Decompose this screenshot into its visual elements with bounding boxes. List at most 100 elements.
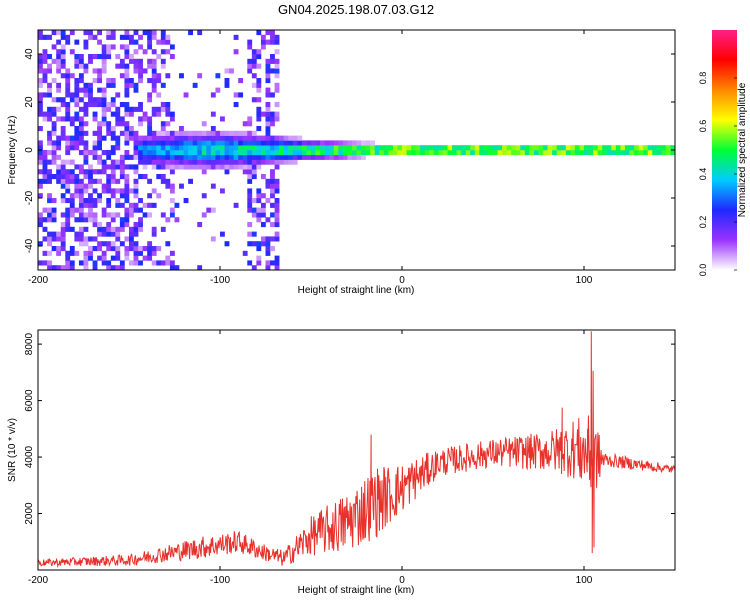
heatmap-cell	[42, 174, 48, 180]
heatmap-cell	[78, 121, 84, 127]
heatmap-cell	[60, 130, 66, 136]
heatmap-cell	[56, 169, 62, 175]
heatmap-cell	[88, 246, 93, 252]
heatmap-cell	[611, 150, 617, 156]
heatmap-cell	[265, 126, 271, 132]
heatmap-cell	[283, 150, 289, 156]
heatmap-cell	[42, 111, 48, 117]
heatmap-cell	[151, 30, 157, 36]
heatmap-cell	[593, 150, 598, 156]
heatmap-cell	[233, 135, 239, 141]
heatmap-cell	[247, 222, 253, 228]
heatmap-cell	[42, 150, 48, 156]
heatmap-cell	[78, 164, 84, 170]
heatmap-cell	[110, 135, 116, 141]
heatmap-cell	[65, 116, 71, 122]
heatmap-cell	[229, 145, 234, 151]
heatmap-cell	[74, 82, 80, 88]
heatmap-cell	[124, 68, 130, 74]
heatmap-cell	[101, 54, 107, 60]
heatmap-cell	[183, 150, 189, 156]
heatmap-cell	[210, 111, 216, 117]
heatmap-cell	[47, 236, 52, 242]
heatmap-cell	[65, 226, 71, 232]
heatmap-cell	[92, 178, 98, 184]
heatmap-cell	[447, 145, 453, 151]
heatmap-cell	[83, 44, 89, 50]
heatmap-cell	[270, 34, 275, 40]
heatmap-cell	[97, 135, 102, 141]
heatmap-cell	[474, 150, 480, 156]
x-tick-label: -200	[28, 575, 48, 586]
heatmap-cell	[388, 150, 394, 156]
heatmap-cell	[224, 145, 230, 151]
heatmap-cell	[265, 87, 271, 93]
heatmap-cell	[56, 49, 62, 55]
heatmap-cell	[270, 202, 275, 208]
heatmap-cell	[556, 145, 562, 151]
heatmap-cell	[47, 178, 52, 184]
heatmap-cell	[270, 121, 275, 127]
heatmap-cell	[124, 126, 130, 132]
heatmap-cell	[188, 164, 193, 170]
heatmap-cell	[220, 150, 225, 156]
heatmap-cell	[515, 150, 521, 156]
heatmap-cell	[169, 183, 175, 189]
heatmap-cell	[56, 82, 62, 88]
heatmap-cell	[88, 207, 93, 213]
heatmap-cell	[265, 183, 271, 189]
heatmap-cell	[60, 222, 66, 228]
heatmap-cell	[283, 159, 289, 165]
heatmap-cell	[647, 145, 653, 151]
heatmap-cell	[306, 145, 312, 151]
heatmap-cell	[274, 222, 280, 228]
colorbar-tick: 0.6	[698, 120, 737, 132]
heatmap-cell	[65, 78, 71, 84]
snr-x-axis-label: Height of straight line (km)	[298, 585, 415, 596]
heatmap-cell	[429, 145, 435, 151]
heatmap-cell	[242, 135, 248, 141]
heatmap-cell	[47, 250, 52, 256]
heatmap-cell	[115, 54, 121, 60]
heatmap-cell	[210, 183, 216, 189]
heatmap-cell	[110, 265, 116, 271]
heatmap-cell	[638, 145, 644, 151]
heatmap-cell	[65, 106, 71, 112]
heatmap-cell	[242, 150, 248, 156]
heatmap-cell	[169, 188, 175, 194]
snr-frame	[37, 329, 676, 571]
heatmap-cell	[279, 150, 284, 156]
heatmap-cell	[506, 145, 512, 151]
heatmap-cell	[270, 135, 275, 141]
spectrogram-x-axis-label: Height of straight line (km)	[298, 285, 415, 296]
heatmap-cell	[188, 178, 193, 184]
heatmap-cell	[119, 193, 125, 199]
heatmap-cell	[169, 169, 175, 175]
heatmap-cell	[224, 130, 230, 136]
heatmap-cell	[51, 126, 57, 132]
heatmap-cell	[138, 73, 143, 79]
heatmap-cell	[251, 159, 257, 165]
heatmap-cell	[156, 193, 162, 199]
heatmap-cell	[97, 73, 102, 79]
heatmap-cell	[97, 126, 102, 132]
heatmap-cell	[256, 63, 262, 69]
colorbar-tick: 0.2	[698, 216, 737, 228]
heatmap-cell	[97, 222, 102, 228]
heatmap-cell	[138, 78, 143, 84]
heatmap-cell	[265, 92, 271, 98]
heatmap-cell	[110, 130, 116, 136]
heatmap-cell	[415, 145, 421, 151]
heatmap-cell	[101, 106, 107, 112]
heatmap-cell	[361, 140, 366, 146]
heatmap-cell	[88, 164, 93, 170]
heatmap-cell	[247, 260, 253, 266]
heatmap-cell	[119, 159, 125, 165]
heatmap-cell	[256, 87, 262, 93]
heatmap-cell	[220, 145, 225, 151]
heatmap-cell	[119, 58, 125, 64]
heatmap-cell	[160, 260, 166, 266]
heatmap-cell	[56, 265, 62, 271]
x-tick: -100	[210, 330, 230, 586]
heatmap-cell	[242, 169, 248, 175]
